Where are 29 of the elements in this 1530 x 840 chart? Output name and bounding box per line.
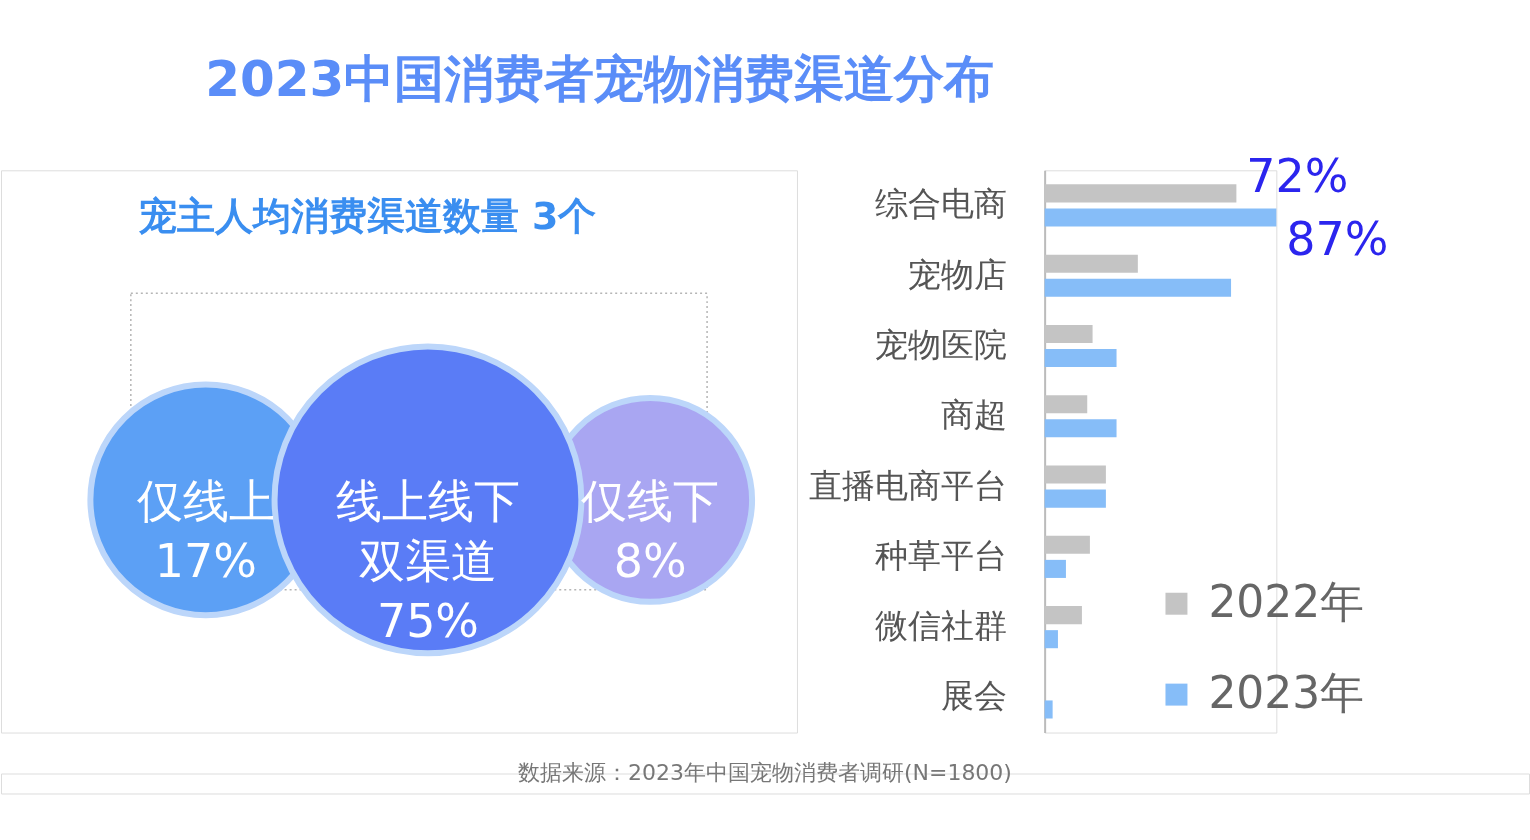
data-label: 8% bbox=[613, 533, 687, 588]
data-label: 75% bbox=[376, 593, 479, 648]
y-tick-label: 宠物店 bbox=[908, 254, 1008, 294]
y-tick-label: 综合电商 bbox=[875, 184, 1008, 224]
bar bbox=[1044, 559, 1066, 578]
category-label: 线上线下双渠道 bbox=[335, 473, 520, 588]
text: 宠主人均消费渠道数量 3个 bbox=[137, 194, 597, 239]
bar bbox=[1044, 700, 1053, 719]
category-label: 仅线上 bbox=[136, 473, 275, 528]
y-tick-label: 展会 bbox=[941, 676, 1008, 716]
bar bbox=[1044, 489, 1106, 508]
bar bbox=[1044, 278, 1232, 297]
legend-label: 2023年 bbox=[1208, 666, 1365, 718]
y-tick-label: 种草平台 bbox=[875, 535, 1008, 575]
bar bbox=[1044, 208, 1277, 227]
data-label: 72% bbox=[1246, 149, 1349, 204]
data-label: 17% bbox=[154, 533, 257, 588]
source-note: 数据来源：2023年中国宠物消费者调研(N=1800) bbox=[518, 760, 1012, 786]
data-label: 87% bbox=[1286, 212, 1389, 267]
y-tick-label: 直播电商平台 bbox=[809, 465, 1008, 505]
y-tick-label: 宠物医院 bbox=[875, 324, 1008, 364]
y-tick-label: 商超 bbox=[941, 395, 1008, 435]
bar bbox=[1044, 630, 1058, 649]
legend-label: 2022年 bbox=[1208, 575, 1365, 627]
y-tick-label: 微信社群 bbox=[875, 606, 1008, 646]
bar bbox=[1044, 349, 1117, 368]
text: 2023中国消费者宠物消费渠道分布 bbox=[205, 50, 995, 109]
bar bbox=[1044, 419, 1117, 438]
category-label: 仅线下 bbox=[581, 473, 720, 528]
